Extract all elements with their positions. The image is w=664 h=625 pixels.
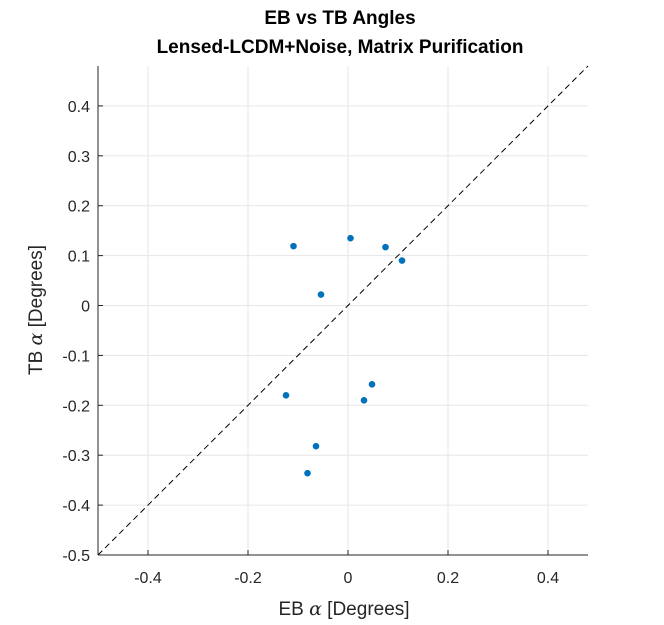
y-axis-label: TB α [Degrees] [25,245,47,375]
y-ticks: -0.5 -0.4 -0.3 -0.2 -0.1 0 0.1 0.2 0.3 0.4 [62,99,103,565]
x-ticks: -0.4 -0.2 0 0.2 0.4 [134,550,559,587]
data-point [368,381,376,388]
chart-subtitle: Lensed-LCDM+Noise, Matrix Purification [156,37,524,58]
x-tick-label: 0 [344,570,353,587]
diagonal-dashed-line [97,65,589,556]
y-tick-label: 0.3 [68,149,90,166]
y-tick-label: -0.4 [62,498,90,515]
y-tick-label: -0.1 [62,348,90,365]
data-point [317,291,325,298]
data-point [347,234,354,242]
axes [97,66,588,556]
data-point [312,442,320,450]
x-tick-label: -0.2 [234,570,262,587]
data-point [382,243,389,251]
grid-lines [98,66,588,556]
data-points [282,234,406,477]
y-tick-label: 0.4 [68,99,90,116]
x-tick-label: 0.2 [437,570,459,587]
x-axis-label: EB α [Degrees] [278,598,409,620]
x-tick-label: -0.4 [134,570,162,587]
data-point [304,469,311,477]
reference-line [97,65,589,556]
y-tick-label: -0.3 [62,448,90,465]
y-tick-label: 0.2 [68,199,90,216]
y-tick-label: -0.5 [62,548,90,565]
x-tick-label: 0.4 [537,570,559,587]
y-tick-label: -0.2 [62,398,90,415]
data-point [290,242,297,250]
data-point [398,257,406,264]
data-point [360,397,368,404]
chart-title: EB vs TB Angles [264,8,416,29]
y-tick-label: 0.1 [68,249,90,266]
data-point [282,392,290,399]
y-tick-label: 0 [81,299,90,316]
